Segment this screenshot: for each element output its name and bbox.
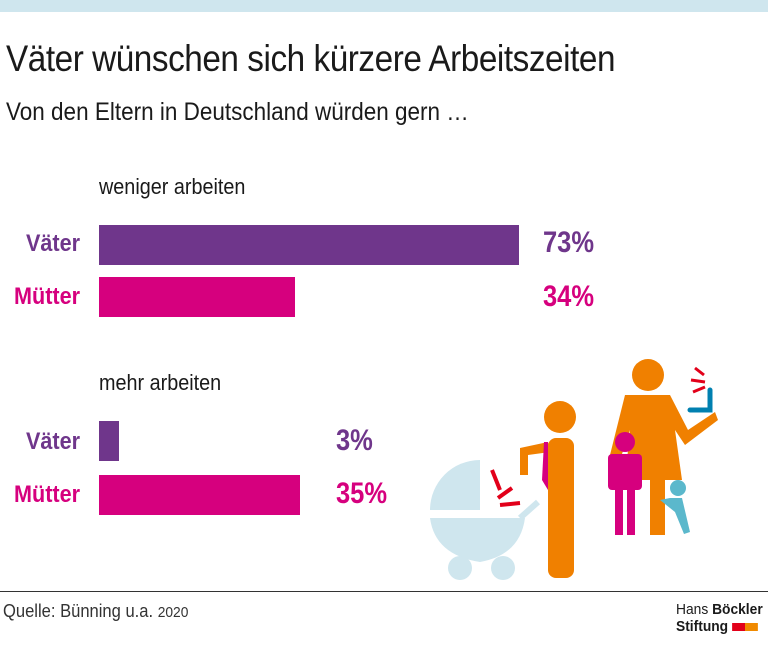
- data-label: 34%: [543, 280, 595, 313]
- logo-text: Hans: [676, 601, 709, 618]
- bar: [99, 225, 519, 265]
- chart-title: Väter wünschen sich kürzere Arbeitszeite…: [6, 38, 616, 79]
- group-title-more: mehr arbeiten: [99, 370, 222, 395]
- data-label: 3%: [336, 424, 373, 457]
- hans-boeckler-logo: Hans Böckler Stiftung: [676, 601, 763, 635]
- source-text: Quelle: Bünning u.a.: [3, 601, 154, 621]
- category-label: Mütter: [14, 481, 81, 508]
- chart-subtitle: Von den Eltern in Deutschland würden ger…: [6, 98, 469, 126]
- source-note: Quelle: Bünning u.a. 2020: [3, 601, 188, 622]
- logo-text: Stiftung: [676, 618, 729, 635]
- category-label: Väter: [25, 428, 81, 455]
- source-year: 2020: [157, 604, 189, 621]
- bar: [99, 277, 295, 317]
- category-label: Väter: [25, 230, 81, 257]
- top-band: [0, 0, 768, 12]
- footer-divider: [0, 591, 768, 592]
- bar: [99, 475, 301, 515]
- group-title-less: weniger arbeiten: [99, 174, 246, 199]
- data-label: 73%: [543, 226, 595, 259]
- family-illustration: [430, 359, 718, 580]
- logo-text: Böckler: [712, 601, 763, 618]
- category-label: Mütter: [14, 283, 81, 310]
- bar: [99, 421, 119, 461]
- data-label: 35%: [336, 477, 388, 510]
- logo-orange-square: [744, 623, 758, 632]
- logo-red-square: [731, 623, 745, 632]
